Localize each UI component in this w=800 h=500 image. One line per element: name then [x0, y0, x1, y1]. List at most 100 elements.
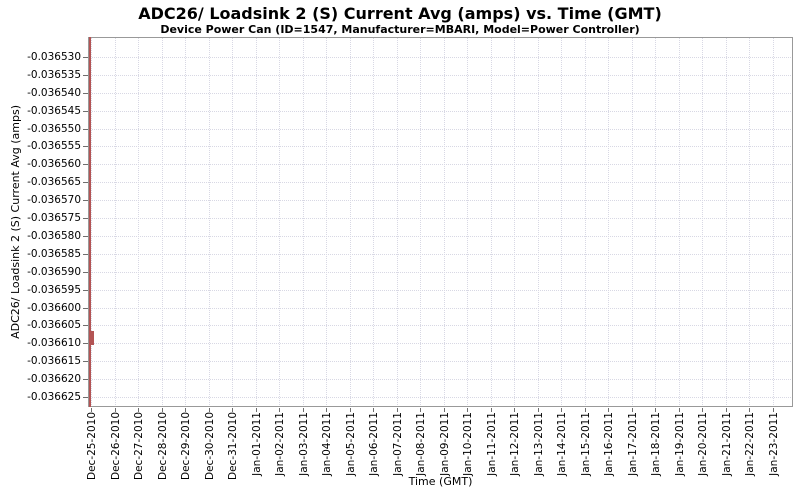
x-tick-mark	[162, 408, 163, 412]
x-tick-mark	[702, 408, 703, 412]
x-tick-label: Jan-01-2011	[251, 412, 263, 479]
x-tick-mark	[773, 408, 774, 412]
x-axis-label: Time (GMT)	[408, 475, 473, 488]
gridline-v	[726, 37, 727, 407]
gridline-h	[88, 164, 793, 165]
gridline-h	[88, 236, 793, 237]
gridline-h	[88, 272, 793, 273]
y-tick-mark	[83, 75, 88, 76]
gridline-v	[514, 37, 515, 407]
x-tick-label: Jan-12-2011	[509, 412, 521, 479]
gridline-h	[88, 397, 793, 398]
gridline-v	[420, 37, 421, 407]
y-tick-mark	[83, 343, 88, 344]
gridline-v	[209, 37, 210, 407]
x-tick-label: Jan-03-2011	[298, 412, 310, 479]
x-tick-mark	[467, 408, 468, 412]
gridline-v	[326, 37, 327, 407]
y-tick-mark	[83, 164, 88, 165]
x-tick-mark	[726, 408, 727, 412]
x-tick-label: Jan-04-2011	[321, 412, 333, 479]
chart-subtitle: Device Power Can (ID=1547, Manufacturer=…	[160, 23, 640, 36]
x-tick-mark	[420, 408, 421, 412]
x-tick-label-text: Dec-30-2010	[204, 412, 216, 480]
gridline-h	[88, 111, 793, 112]
gridline-v	[232, 37, 233, 407]
y-tick-mark	[83, 57, 88, 58]
x-tick-label-text: Jan-22-2011	[744, 412, 756, 476]
gridline-v	[491, 37, 492, 407]
y-tick-label: -0.036605	[27, 319, 81, 331]
gridline-v	[632, 37, 633, 407]
y-tick-label: -0.036550	[27, 123, 81, 135]
gridline-v	[350, 37, 351, 407]
x-tick-mark	[655, 408, 656, 412]
gridline-v	[679, 37, 680, 407]
x-tick-mark	[115, 408, 116, 412]
x-tick-label: Dec-31-2010	[227, 412, 239, 483]
x-tick-label: Dec-26-2010	[110, 412, 122, 483]
y-tick-label: -0.036560	[27, 158, 81, 170]
y-tick-mark	[83, 325, 88, 326]
x-tick-mark	[279, 408, 280, 412]
gridline-v	[279, 37, 280, 407]
series-line	[89, 37, 91, 407]
gridline-h	[88, 290, 793, 291]
x-tick-label-text: Jan-10-2011	[462, 412, 474, 476]
y-tick-mark	[83, 397, 88, 398]
y-tick-mark	[83, 93, 88, 94]
x-tick-label-text: Jan-11-2011	[486, 412, 498, 476]
y-tick-mark	[83, 200, 88, 201]
x-tick-mark	[585, 408, 586, 412]
x-tick-label: Jan-23-2011	[768, 412, 780, 479]
x-tick-label-text: Jan-19-2011	[674, 412, 686, 476]
gridline-v	[655, 37, 656, 407]
x-tick-mark	[514, 408, 515, 412]
gridline-v	[444, 37, 445, 407]
x-tick-label: Jan-10-2011	[462, 412, 474, 479]
gridline-h	[88, 200, 793, 201]
plot-area	[88, 37, 793, 407]
x-tick-mark	[185, 408, 186, 412]
gridline-v	[749, 37, 750, 407]
x-tick-mark	[232, 408, 233, 412]
x-tick-label-text: Jan-20-2011	[697, 412, 709, 476]
y-tick-label: -0.036580	[27, 230, 81, 242]
y-tick-label: -0.036555	[27, 140, 81, 152]
x-tick-label-text: Dec-27-2010	[133, 412, 145, 480]
y-tick-label: -0.036595	[27, 284, 81, 296]
x-tick-label: Dec-27-2010	[133, 412, 145, 483]
gridline-h	[88, 129, 793, 130]
x-tick-label: Jan-07-2011	[392, 412, 404, 479]
x-tick-mark	[538, 408, 539, 412]
y-tick-label: -0.036610	[27, 337, 81, 349]
x-tick-label: Jan-17-2011	[627, 412, 639, 479]
gridline-v	[561, 37, 562, 407]
y-tick-mark	[83, 308, 88, 309]
x-tick-label-text: Jan-05-2011	[345, 412, 357, 476]
gridline-v	[303, 37, 304, 407]
gridline-v	[608, 37, 609, 407]
y-tick-label: -0.036620	[27, 373, 81, 385]
y-tick-label: -0.036590	[27, 266, 81, 278]
x-tick-label: Jan-21-2011	[721, 412, 733, 479]
gridline-v	[585, 37, 586, 407]
gridline-v	[138, 37, 139, 407]
gridline-v	[256, 37, 257, 407]
x-tick-mark	[209, 408, 210, 412]
x-tick-mark	[91, 408, 92, 412]
gridline-h	[88, 343, 793, 344]
y-tick-mark	[83, 218, 88, 219]
x-tick-label: Jan-19-2011	[674, 412, 686, 479]
x-tick-mark	[749, 408, 750, 412]
gridline-v	[773, 37, 774, 407]
x-tick-label-text: Jan-04-2011	[321, 412, 333, 476]
gridline-h	[88, 361, 793, 362]
x-tick-label-text: Dec-31-2010	[227, 412, 239, 480]
gridline-h	[88, 57, 793, 58]
x-tick-mark	[491, 408, 492, 412]
x-tick-mark	[679, 408, 680, 412]
y-tick-mark	[83, 182, 88, 183]
x-tick-mark	[444, 408, 445, 412]
